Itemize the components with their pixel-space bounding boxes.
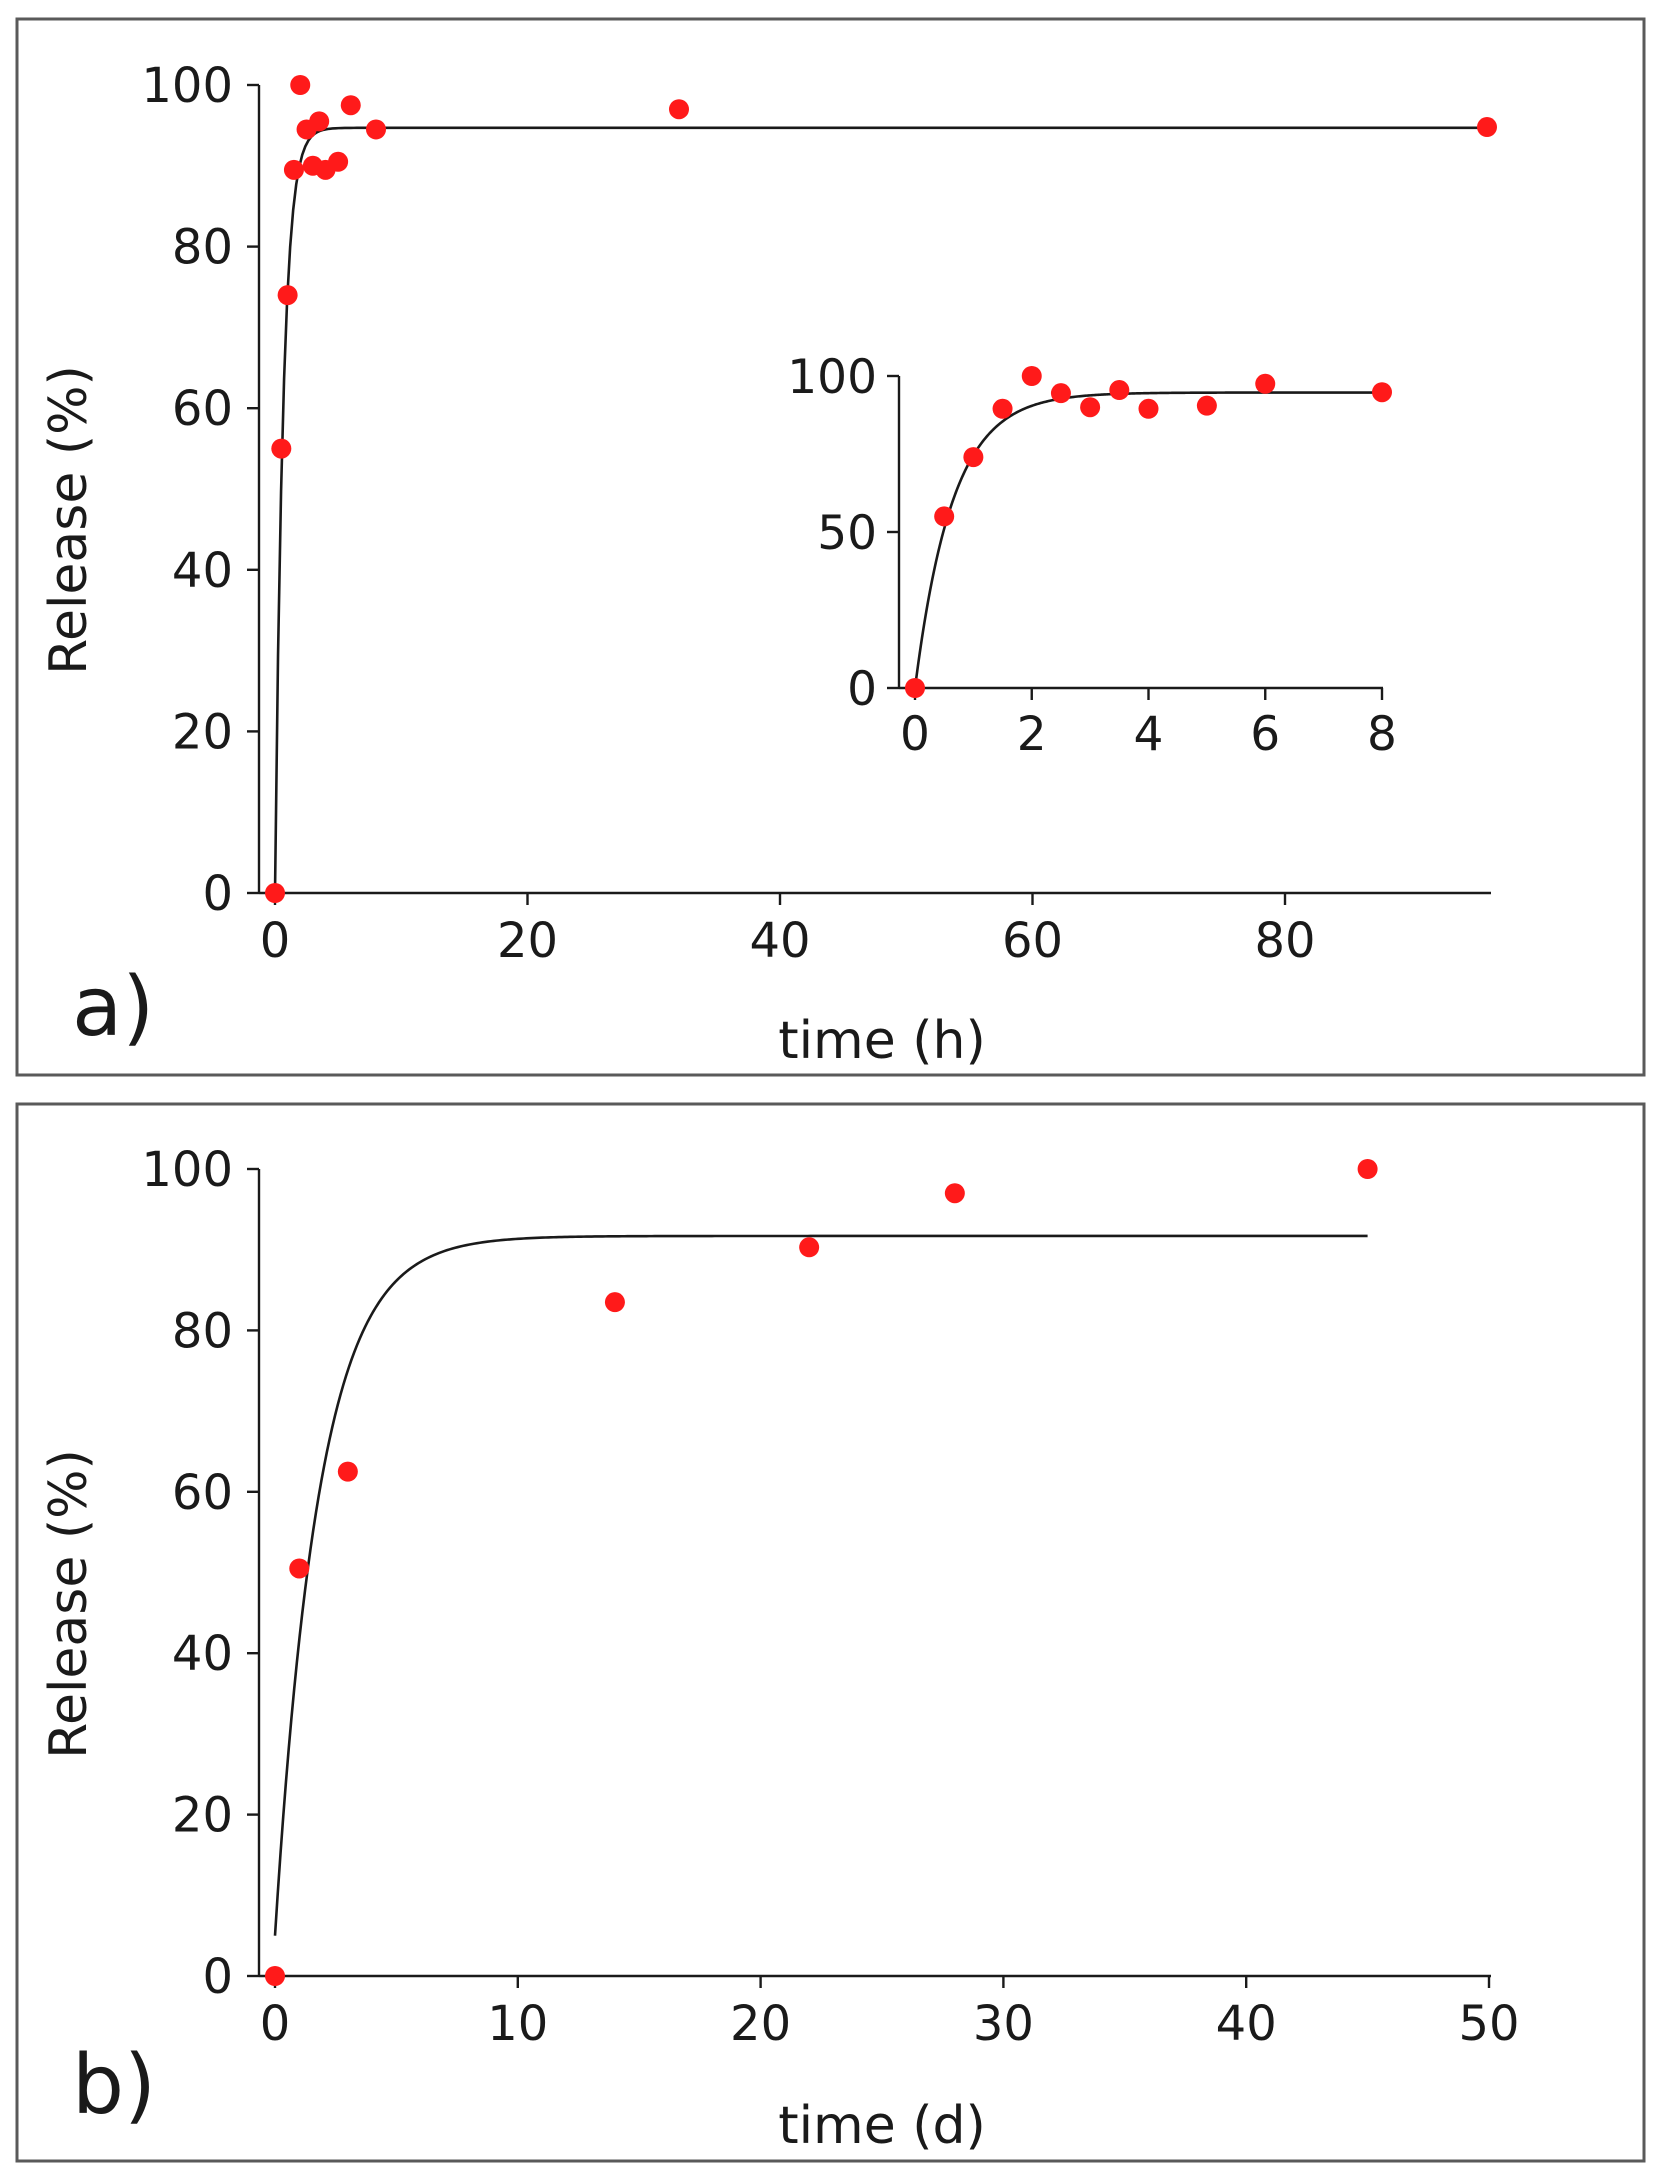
panel-b-y-tick-label: 80	[172, 1303, 233, 1359]
inset-y-tick-label: 0	[847, 662, 877, 717]
inset-data-point	[1050, 383, 1071, 404]
panel-b-letter: b)	[72, 2038, 156, 2133]
panel-b: 0 20 40 60 80 100 0 10 20 30 40 50 Release (%) time…	[15, 1102, 1646, 2163]
inset-fit-curve	[913, 391, 1382, 689]
panel-a-data-point	[340, 95, 361, 116]
panel-a-letter: a)	[72, 960, 154, 1055]
inset-x-tick-label: 4	[1134, 707, 1164, 762]
inset-data-point	[992, 398, 1013, 419]
panel-b-fit-curve	[273, 1234, 1368, 1936]
panel-a-y-tick-label: 40	[172, 543, 233, 599]
panel-a-x-tick-label: 80	[1254, 913, 1315, 969]
panel-b-y-tick-label: 0	[202, 1949, 233, 2005]
panel-b-data-point	[289, 1558, 310, 1579]
panel-b-data-point	[604, 1292, 625, 1313]
inset-data-point	[934, 506, 955, 527]
panel-b-y-tick-label: 20	[172, 1788, 233, 1844]
panel-b-data-point	[799, 1237, 820, 1258]
panel-a-data-point	[1477, 117, 1497, 138]
panel-a-x-tick-label: 60	[1002, 913, 1063, 969]
inset-data-point	[1255, 373, 1276, 394]
panel-a-y-tick-label: 100	[141, 58, 233, 114]
panel-a-data-point	[283, 159, 304, 180]
panel-b-y-tick-label: 60	[172, 1465, 233, 1521]
panel-a-y-axis-title: Release (%)	[39, 365, 99, 675]
inset-data-point	[1021, 366, 1042, 386]
panel-b-y-tick-label: 100	[141, 1142, 233, 1198]
panel-a-frame	[15, 17, 1646, 1077]
panel-b-x-axis-title: time (d)	[778, 2096, 986, 2156]
inset-data-point	[963, 447, 984, 468]
panel-b-data-point	[1357, 1159, 1378, 1179]
panel-b-x-tick-label: 50	[1458, 1996, 1519, 2052]
inset-data-point	[1138, 398, 1159, 419]
inset-data-point	[1080, 397, 1101, 418]
panel-b-frame	[15, 1102, 1646, 2163]
panel-a-data-point	[265, 883, 285, 903]
panel-b-axes	[257, 1169, 1491, 1978]
panel-a-data-point	[366, 119, 386, 140]
inset-x-tick-label: 2	[1017, 707, 1047, 762]
panel-a-points	[265, 75, 1497, 903]
inset-ticks: 0 50 100 0 2 4 6 8	[787, 350, 1397, 762]
panel-a-y-tick-label: 60	[172, 381, 233, 437]
inset-points	[905, 366, 1392, 698]
panel-a-data-point	[669, 99, 689, 120]
panel-a-data-point	[290, 75, 311, 95]
inset-data-point	[905, 678, 925, 698]
inset-data-point	[1196, 395, 1217, 416]
panel-b-x-tick-label: 0	[260, 1996, 291, 2052]
panel-a-data-point	[271, 438, 292, 459]
inset-y-tick-label: 50	[817, 506, 877, 561]
panel-b-ticks: 0 20 40 60 80 100 0 10 20 30 40 50	[141, 1142, 1519, 2052]
panel-b-x-tick-label: 40	[1216, 1996, 1277, 2052]
panel-b-y-tick-label: 40	[172, 1626, 233, 1682]
panel-b-points	[265, 1159, 1378, 1986]
panel-b-data-point	[944, 1183, 965, 1204]
panel-a-x-axis-title: time (h)	[778, 1011, 986, 1071]
panel-a-x-tick-label: 20	[497, 913, 558, 969]
panel-b-x-tick-label: 10	[487, 1996, 548, 2052]
panel-a-x-tick-label: 0	[260, 913, 291, 969]
panel-a-data-point	[328, 151, 349, 172]
panel-b-data-point	[265, 1966, 285, 1986]
panel-b-data-point	[337, 1461, 358, 1482]
inset-y-tick-label: 100	[787, 350, 877, 405]
panel-b-y-axis-title: Release (%)	[39, 1449, 99, 1759]
inset-x-tick-label: 6	[1250, 707, 1280, 762]
inset-x-tick-label: 8	[1367, 707, 1397, 762]
panel-a-y-tick-label: 0	[202, 866, 233, 922]
panel-a-y-tick-label: 20	[172, 704, 233, 760]
panel-b-x-tick-label: 30	[973, 1996, 1034, 2052]
panel-a-inset: 0 50 100 0 2 4 6 8	[787, 350, 1397, 762]
panel-a-x-tick-label: 40	[749, 913, 810, 969]
panel-a-data-point	[277, 285, 298, 306]
panel-a-y-tick-label: 80	[172, 220, 233, 276]
panel-a-fit-curve	[273, 126, 1487, 894]
inset-x-tick-label: 0	[900, 707, 930, 762]
panel-a-data-point	[309, 111, 330, 132]
panel-b-x-tick-label: 20	[730, 1996, 791, 2052]
inset-data-point	[1109, 380, 1130, 401]
inset-data-point	[1372, 382, 1392, 403]
